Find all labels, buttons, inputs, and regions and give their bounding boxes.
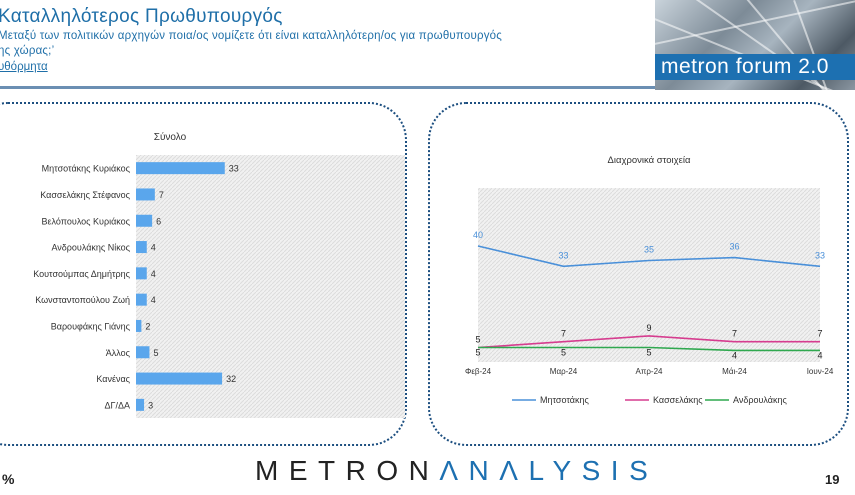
data-label: 7 (732, 329, 737, 339)
data-label: 5 (475, 335, 480, 345)
percent-mark: % (2, 471, 15, 487)
bar-value-label: 32 (226, 374, 236, 384)
x-tick-label: Ιουν-24 (807, 367, 834, 376)
bar (136, 162, 225, 175)
legend-label: Μητσοτάκης (540, 395, 589, 405)
bar (136, 346, 150, 359)
data-label: 5 (475, 348, 480, 358)
legend-label: Ανδρουλάκης (733, 395, 787, 405)
bar-category-label: Κουτσούμπας Δημήτρης (33, 269, 130, 279)
metron-analysis-logo: METRONΛNΛLYSIS (255, 455, 648, 489)
data-label: 7 (817, 329, 822, 339)
spontaneous-link[interactable]: υθόρμητα (0, 61, 48, 73)
data-label: 5 (561, 348, 566, 358)
bar (136, 188, 155, 201)
bar-value-label: 3 (148, 400, 153, 410)
metron-forum-banner: metron forum 2.0 (655, 0, 855, 90)
series-line (477, 245, 821, 268)
bar (136, 293, 147, 306)
bar-category-label: Άλλος (106, 348, 131, 358)
bar-category-label: Κασσελάκης Στέφανος (40, 190, 130, 200)
x-tick-label: Μαρ-24 (550, 367, 578, 376)
logo-analysis: ΛNΛLYSIS (439, 455, 659, 486)
page-number: 19 (825, 472, 840, 487)
data-label: 33 (815, 250, 825, 260)
bar-category-label: Κανένας (96, 374, 130, 384)
line-chart: Διαχρονικά στοιχεία Φεβ-24 Μαρ-24 Απρ-24 Μάι… (465, 155, 834, 405)
data-label: 5 (646, 348, 651, 358)
bar-value-label: 4 (151, 269, 156, 279)
bar-value-label: 6 (156, 216, 161, 226)
bar-value-label: 33 (229, 164, 239, 174)
bar-value-label: 4 (151, 295, 156, 305)
bar (136, 319, 142, 332)
bar-value-label: 4 (151, 243, 156, 253)
line-chart-title: Διαχρονικά στοιχεία (608, 155, 691, 166)
x-tick-label: Φεβ-24 (465, 367, 492, 376)
bar-category-label: ΔΓ/ΔΑ (105, 400, 130, 410)
bar-category-label: Κωνσταντοπούλου Ζωή (35, 295, 130, 305)
data-label: 36 (729, 242, 739, 252)
question-text: Μεταξύ των πολιτικών αρχηγών ποια/ος νομ… (0, 29, 618, 59)
data-label: 40 (473, 230, 483, 240)
page-title: Καταλληλότερος Πρωθυπουργός (0, 6, 283, 27)
data-label: 4 (817, 350, 822, 360)
bar-value-label: 2 (145, 321, 150, 331)
total-panel (0, 102, 407, 446)
logo-metron: METRON (255, 455, 440, 486)
bar (136, 267, 147, 280)
data-label: 35 (644, 245, 654, 255)
line-plot-area (478, 188, 820, 362)
trend-panel (428, 102, 849, 446)
data-label: 9 (646, 323, 651, 333)
series-line (478, 346, 820, 352)
bar-chart: Σύνολο Μητσοτάκης Κυριάκος 33 Κασσελάκης Στ… (33, 131, 405, 418)
bar-chart-title: Σύνολο (154, 131, 187, 143)
metron-forum-logo: metron forum 2.0 (655, 54, 855, 80)
x-tick-label: Απρ-24 (636, 367, 664, 376)
x-tick-label: Μάι-24 (722, 367, 747, 376)
bar-category-label: Μητσοτάκης Κυριάκος (42, 164, 131, 174)
header-rule (0, 86, 655, 89)
bar (136, 398, 145, 411)
question-line-2: ης χώρας;’ (0, 45, 55, 57)
question-line-1: Μεταξύ των πολιτικών αρχηγών ποια/ος νομ… (0, 30, 502, 42)
data-label: 33 (558, 250, 568, 260)
series-line (477, 335, 820, 349)
data-label: 4 (732, 350, 737, 360)
bar (136, 241, 147, 254)
data-label: 7 (561, 329, 566, 339)
bar-category-label: Βελόπουλος Κυριάκος (42, 216, 131, 226)
bar (136, 372, 223, 385)
bar-category-label: Βαρουφάκης Γιάνης (51, 321, 131, 331)
bar-value-label: 5 (153, 348, 158, 358)
bar-value-label: 7 (159, 190, 164, 200)
bar-category-label: Ανδρουλάκης Νίκος (51, 243, 130, 253)
bar (136, 214, 153, 227)
legend-label: Κασσελάκης (653, 395, 703, 405)
